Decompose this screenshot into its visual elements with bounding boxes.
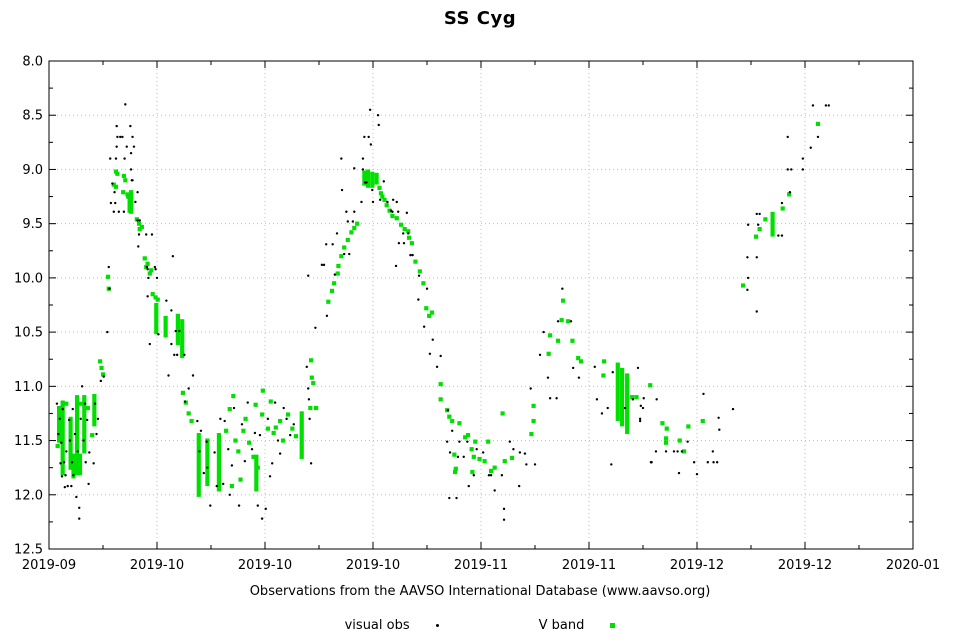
plot-border <box>48 60 914 550</box>
y-tick-label: 11.5 <box>14 434 43 449</box>
x-tick-label: 2019-10 <box>130 558 184 573</box>
y-tick-label: 12.0 <box>14 488 43 503</box>
chart-legend: visual obs V band <box>0 618 960 633</box>
y-tick-label: 8.0 <box>22 55 43 70</box>
visual-obs-points <box>55 103 830 521</box>
y-tick-label: 12.5 <box>14 543 43 558</box>
y-tick-label: 8.5 <box>22 109 43 124</box>
x-tick-label: 2019-11 <box>562 558 616 573</box>
x-tick-label: 2019-10 <box>238 558 292 573</box>
legend-label-visual-obs: visual obs <box>344 618 410 633</box>
x-tick-label: 2019-10 <box>346 558 400 573</box>
y-tick-label: 9.0 <box>22 163 43 178</box>
axis-tick-labels: 2019-09 2019-10 2019-10 2019-10 2019-11 2019-… <box>14 55 940 574</box>
gridlines <box>49 61 913 549</box>
y-tick-label: 10.5 <box>14 326 43 341</box>
x-tick-label: 2020-01 <box>886 558 940 573</box>
legend-label-v-band: V band <box>538 618 585 633</box>
v-band-points <box>55 121 821 497</box>
legend-marker-visual-dot-icon <box>435 624 439 627</box>
x-tick-label: 2019-12 <box>778 558 832 573</box>
legend-marker-vband-square-icon <box>610 623 616 628</box>
x-tick-label: 2019-11 <box>454 558 508 573</box>
chart-title: SS Cyg <box>443 8 517 29</box>
y-tick-label: 11.0 <box>14 380 43 395</box>
x-tick-label: 2019-09 <box>22 558 76 573</box>
chart-caption: Observations from the AAVSO Internationa… <box>249 584 711 599</box>
y-tick-label: 9.5 <box>22 217 43 232</box>
y-tick-label: 10.0 <box>14 271 43 286</box>
x-tick-label: 2019-12 <box>670 558 724 573</box>
